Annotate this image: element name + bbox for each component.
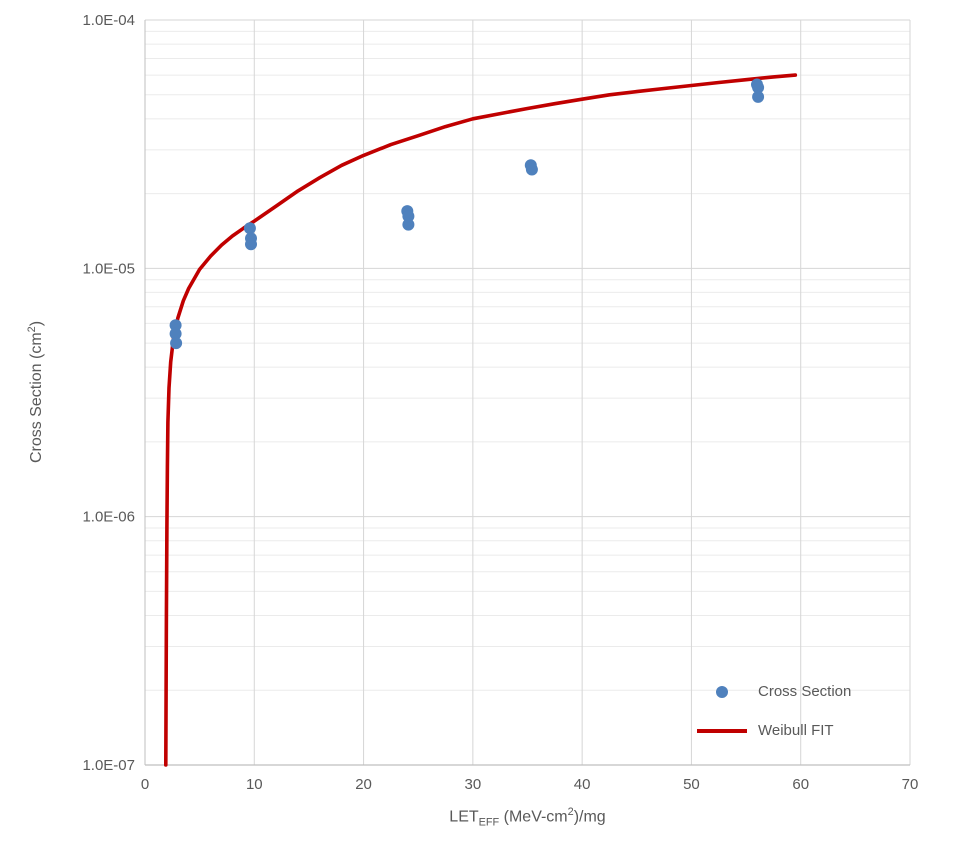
x-tick-label: 20: [355, 776, 372, 793]
legend: Cross Section Weibull FIT: [695, 672, 851, 750]
x-axis-title-text: LET: [449, 808, 479, 826]
y-tick-label: 1.0E-06: [82, 509, 135, 526]
legend-item-weibull-fit: Weibull FIT: [695, 711, 851, 750]
y-axis-title-sup: 2: [25, 326, 38, 333]
line-marker-swatch: [697, 728, 747, 733]
x-axis-title: LETEFF (MeV-cm2)/mg: [145, 806, 910, 829]
y-tick-label: 1.0E-07: [82, 757, 135, 774]
scatter-point: [170, 337, 183, 350]
scatter-point: [752, 81, 765, 94]
x-tick-label: 50: [683, 776, 700, 793]
scatter-point: [525, 163, 538, 176]
scatter-marker-swatch: [716, 685, 728, 698]
scatter-point: [402, 210, 415, 223]
x-tick-label: 30: [465, 776, 482, 793]
x-tick-label: 0: [141, 776, 149, 793]
x-tick-label: 40: [574, 776, 591, 793]
x-axis-title-end: )/mg: [573, 808, 606, 826]
scatter-point: [245, 238, 257, 251]
scatter-point: [752, 90, 765, 103]
weibull-curve: [164, 73, 798, 767]
x-axis-title-mid: (MeV-cm: [499, 808, 568, 826]
y-axis-title-end: ): [28, 320, 46, 327]
legend-label-weibull-fit: Weibull FIT: [758, 722, 834, 739]
x-tick-label: 10: [246, 776, 263, 793]
x-axis-title-sub: EFF: [478, 816, 500, 829]
x-axis-title-sup: 2: [567, 806, 574, 818]
legend-label-cross-section: Cross Section: [758, 683, 852, 700]
scatter-point: [243, 222, 256, 235]
scatter-point: [169, 327, 182, 340]
x-tick-label: 70: [902, 776, 919, 793]
legend-swatch-box: [695, 685, 749, 698]
legend-item-cross-section: Cross Section: [695, 672, 851, 711]
y-tick-label: 1.0E-05: [82, 260, 135, 277]
x-tick-label: 60: [792, 776, 809, 793]
y-axis-title-text: Cross Section (cm: [28, 332, 46, 464]
legend-swatch-box: [695, 728, 749, 733]
y-axis-title: Cross Section (cm2): [26, 321, 46, 463]
scatter-point: [402, 218, 415, 231]
y-tick-label: 1.0E-04: [82, 12, 135, 29]
scatter-point: [169, 319, 182, 332]
